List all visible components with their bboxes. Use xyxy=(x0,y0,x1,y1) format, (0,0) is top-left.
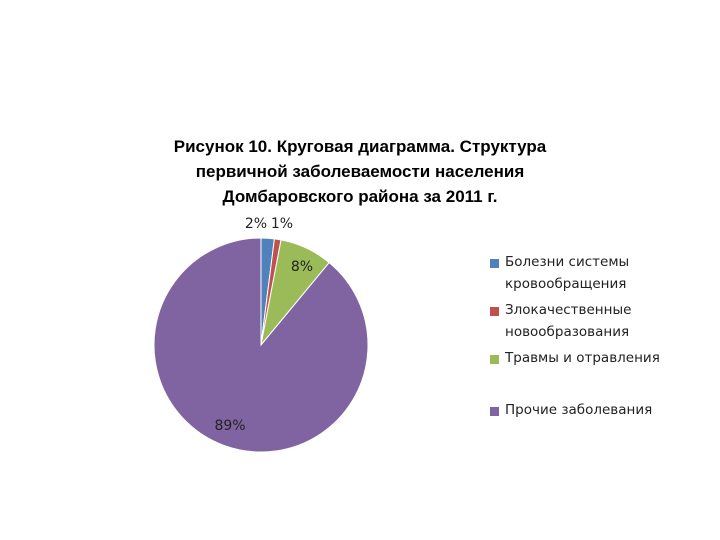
chart-title-line-1: Рисунок 10. Круговая диаграмма. Структур… xyxy=(173,137,547,156)
legend-label-injuries: Травмы и отравления xyxy=(505,350,660,366)
legend-swatch-other xyxy=(490,407,499,416)
pie-data-labels: 2% 1% 8% 89% xyxy=(214,216,313,434)
legend-label-circulatory: Болезни системы кровообращения xyxy=(505,254,630,292)
chart-title: Рисунок 10. Круговая диаграмма. Структур… xyxy=(100,134,620,209)
legend-label-other: Прочие заболевания xyxy=(505,402,653,418)
data-label-other: 89% xyxy=(214,418,245,434)
chart-title-line-2: первичной заболеваемости населения xyxy=(195,162,525,181)
data-label-injuries: 8% xyxy=(291,259,313,275)
pie-slices xyxy=(153,237,369,453)
legend-item-other: Прочие заболевания xyxy=(490,402,695,421)
data-label-circulatory: 2% xyxy=(245,216,267,232)
legend-item-circulatory: Болезни системы кровообращения xyxy=(490,254,695,295)
legend-swatch-circulatory xyxy=(490,259,499,268)
legend-swatch-neoplasms xyxy=(490,307,499,316)
legend-item-neoplasms: Злокачественные новообразования xyxy=(490,302,695,343)
legend-label-neoplasms: Злокачественные новообразования xyxy=(505,302,632,340)
legend-swatch-injuries xyxy=(490,355,499,364)
pie-slice-other xyxy=(153,237,369,453)
legend-item-injuries: Травмы и отравления xyxy=(490,350,695,369)
chart-title-line-3: Домбаровского района за 2011 г. xyxy=(222,187,498,206)
data-label-neoplasms: 1% xyxy=(271,216,293,232)
